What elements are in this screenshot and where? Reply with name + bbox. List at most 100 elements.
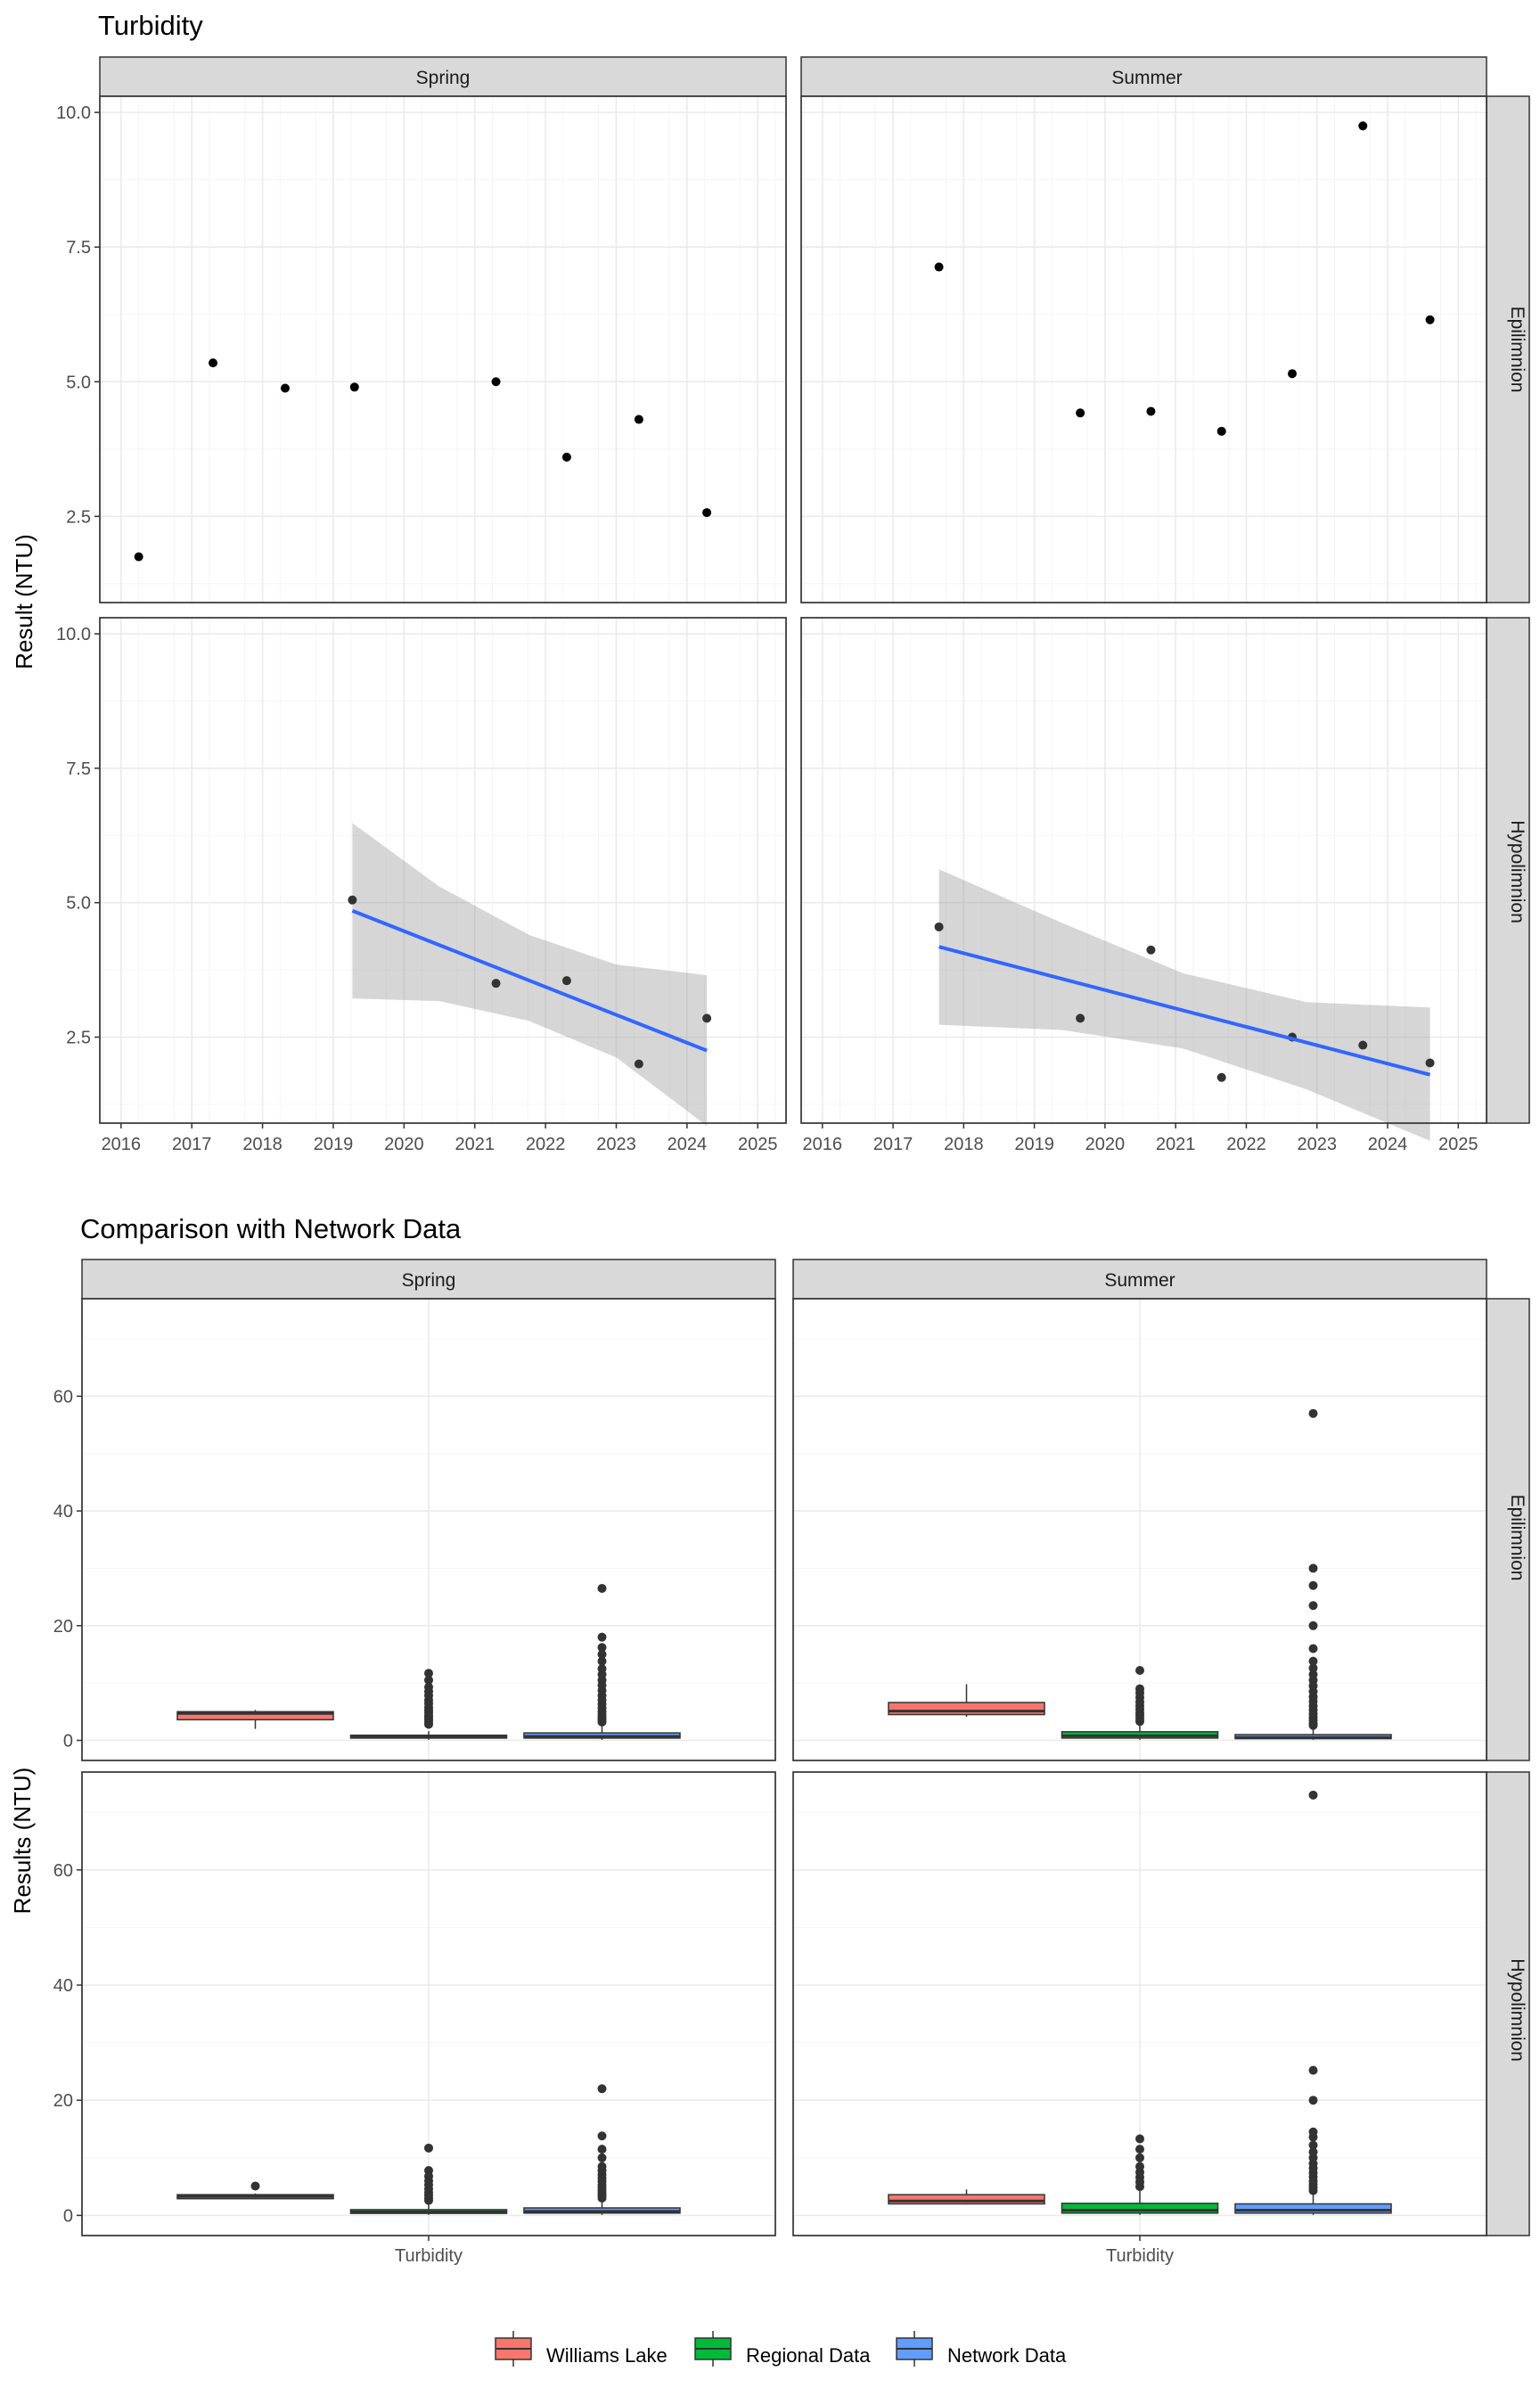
- chart2-spring-hypolimnion-y-tick-label: 20: [53, 2091, 73, 2111]
- chart1-spring-epilimnion-point-7: [702, 508, 712, 518]
- chart2-spring-hypolimnion-y-tick-label: 40: [53, 1976, 73, 1996]
- chart1-spring-hypolimnion-y-tick-label: 7.5: [66, 759, 91, 779]
- chart1-spring-hypolimnion-y-tick-label: 10.0: [56, 625, 91, 644]
- chart2-strip-spring: [81, 1259, 776, 1300]
- chart2-spring-epilimnion-panel-border: [81, 1298, 776, 1761]
- chart1-spring-hypolimnion-trend-line: [351, 908, 708, 1053]
- chart1-summer-epilimnion-panel-border: [800, 95, 1487, 603]
- chart1-spring-epilimnion-point-6: [634, 414, 643, 424]
- chart1-spring-hypolimnion-x-tick-label: 2016: [102, 1135, 142, 1154]
- chart2-spring-epilimnion-y-tick-label: 20: [53, 1617, 73, 1637]
- chart1-strip-spring: [99, 56, 787, 97]
- chart2-summer-hypolimnion-network-data-outlier-14: [1308, 2065, 1318, 2075]
- chart1-spring-epilimnion-point-0: [134, 552, 143, 562]
- chart1-spring-epilimnion-point-5: [561, 452, 571, 462]
- chart1-summer-hypolimnion-x-tick-label: 2023: [1297, 1135, 1337, 1154]
- chart2-spring-hypolimnion-y-tick-label: 0: [63, 2206, 73, 2226]
- chart2-spring-hypolimnion-williams-lake-outlier-0: [250, 2181, 260, 2191]
- chart1-spring-hypolimnion-x-tick-label: 2024: [668, 1135, 708, 1154]
- chart1-summer-hypolimnion-point-6: [1425, 1058, 1435, 1068]
- chart1-spring-hypolimnion-x-tick-label: 2020: [384, 1135, 424, 1154]
- chart2-x-tick-label-summer: Turbidity: [1106, 2246, 1174, 2266]
- chart2-summer-epilimnion-panel-border: [792, 1298, 1487, 1761]
- chart1-summer-hypolimnion-x-tick-label: 2025: [1438, 1135, 1479, 1154]
- chart1-summer-epilimnion-panel: [800, 95, 1487, 603]
- chart1-spring-hypolimnion-x-tick-label: 2023: [596, 1135, 636, 1154]
- chart1-spring-hypolimnion-x-tick-label: 2017: [172, 1135, 212, 1154]
- chart1-spring-epilimnion-point-2: [280, 383, 290, 393]
- chart2-summer-hypolimnion-panel: [792, 1771, 1487, 2241]
- chart1-summer-hypolimnion-x-tick-label: 2017: [873, 1135, 913, 1154]
- legend-label-regional-data: Regional Data: [746, 2344, 871, 2367]
- chart2-spring-epilimnion-panel: 0 20 40 60: [53, 1298, 776, 1761]
- chart1-summer-hypolimnion-point-3: [1216, 1072, 1226, 1082]
- chart1-summer-epilimnion-point-2: [1146, 406, 1156, 416]
- legend-key-network-data: [896, 2331, 933, 2367]
- chart2-summer-hypolimnion-network-data-box: [1234, 2203, 1392, 2214]
- chart1-title: Turbidity: [98, 10, 203, 41]
- chart2-plot-area: 0 20 40 60 0 20 40 60: [53, 1259, 1530, 2241]
- chart2-strip-summer: [792, 1259, 1487, 1300]
- chart2-spring-epilimnion-regional-data-outlier-13: [424, 1675, 433, 1685]
- chart1-summer-epilimnion-point-0: [934, 262, 944, 272]
- legend-key-regional-data: [694, 2331, 732, 2367]
- chart1-summer-epilimnion-panel-bg: [801, 96, 1487, 603]
- chart1-summer-epilimnion-point-6: [1425, 315, 1435, 324]
- chart2-spring-epilimnion-regional-data-outlier-12: [424, 1682, 433, 1692]
- chart1-spring-epilimnion-point-1: [209, 358, 218, 368]
- chart2-title: Comparison with Network Data: [80, 1213, 462, 1244]
- chart1-spring-hypolimnion-point-3: [634, 1059, 643, 1069]
- chart2-summer-hypolimnion-network-data-outlier-10: [1308, 2140, 1318, 2150]
- chart1-summer-hypolimnion-x-tick-label: 2020: [1085, 1135, 1126, 1154]
- chart1-spring-epilimnion-y-tick-label: 2.5: [66, 507, 91, 527]
- chart2-summer-hypolimnion-regional-data-outlier-5: [1135, 2153, 1144, 2162]
- chart2-summer-hypolimnion-network-data-outlier-12: [1308, 2127, 1318, 2137]
- legend-key-williams-lake: [495, 2331, 532, 2367]
- chart1-spring-hypolimnion-point-0: [348, 895, 357, 905]
- chart2-summer-epilimnion-network-data-outlier-15: [1308, 1644, 1318, 1653]
- chart1-summer-hypolimnion-point-2: [1146, 945, 1156, 955]
- chart1-summer-hypolimnion-panel-border: [800, 617, 1487, 1124]
- legend-label-williams-lake: Williams Lake: [546, 2344, 668, 2367]
- legend-label-network-data: Network Data: [947, 2344, 1067, 2367]
- chart1-summer-epilimnion-point-4: [1287, 369, 1297, 379]
- chart2-summer-epilimnion-williams-lake-box: [888, 1702, 1045, 1716]
- chart1-ylabel: Result (NTU): [11, 534, 37, 669]
- chart1-spring-hypolimnion-point-2: [561, 976, 571, 986]
- chart2-spring-epilimnion-y-tick-label: 40: [53, 1502, 73, 1522]
- chart1-spring-hypolimnion-panel: 2.5 5.0 7.5 10.0 2016 2017 2018 2019 2020 2021 202…: [56, 617, 787, 1154]
- chart2-summer-epilimnion-network-data-outlier-16: [1308, 1621, 1318, 1630]
- chart2-spring-epilimnion-network-data-outlier-15: [597, 1649, 607, 1659]
- chart2-summer-epilimnion-network-data-outlier-20: [1308, 1408, 1318, 1418]
- chart1-summer-hypolimnion-point-0: [934, 922, 944, 931]
- chart2-summer-epilimnion-network-data-outlier-12: [1308, 1670, 1318, 1679]
- chart2-summer-hypolimnion-regional-data-box: [1061, 2203, 1219, 2214]
- chart1-spring-hypolimnion-y-tick-label: 2.5: [66, 1028, 91, 1047]
- chart1-summer-hypolimnion-trend-line: [938, 945, 1431, 1077]
- chart2-spring-epilimnion-network-data-outlier-18: [597, 1583, 607, 1593]
- chart2-summer-hypolimnion-regional-data-outlier-6: [1135, 2145, 1144, 2154]
- chart1-strip-hypolimnion: [1486, 617, 1530, 1124]
- chart1-summer-hypolimnion-point-5: [1358, 1040, 1368, 1050]
- chart1-summer-hypolimnion-x-tick-label: 2019: [1014, 1135, 1054, 1154]
- chart1-spring-hypolimnion-y-tick-label: 5.0: [66, 894, 91, 914]
- chart2-spring-hypolimnion-network-data-outlier-12: [597, 2145, 607, 2154]
- chart1-spring-hypolimnion-x-tick-label: 2021: [455, 1135, 495, 1154]
- chart2-x-tick-label-spring: Turbidity: [395, 2246, 463, 2266]
- chart2-summer-hypolimnion-williams-lake-box: [888, 2194, 1045, 2205]
- chart1-summer-hypolimnion-x-tick-label: 2021: [1156, 1135, 1196, 1154]
- chart2-spring-epilimnion-network-data-outlier-17: [597, 1632, 607, 1642]
- chart1-spring-epilimnion-panel: 2.5 5.0 7.5 10.0: [56, 95, 787, 603]
- chart2-summer-epilimnion-network-data-outlier-13: [1308, 1663, 1318, 1673]
- chart1-strip-spring-label: Spring: [416, 68, 471, 88]
- chart1-spring-hypolimnion-x-tick-label: 2022: [526, 1135, 566, 1154]
- chart1-spring-epilimnion-point-4: [491, 377, 501, 387]
- chart2-spring-epilimnion-regional-data-outlier-14: [424, 1669, 433, 1678]
- chart2-summer-epilimnion-regional-data-outlier-10: [1135, 1665, 1144, 1675]
- chart1-strip-summer: [800, 56, 1487, 97]
- chart1-summer-hypolimnion-x-tick-label: 2018: [944, 1135, 984, 1154]
- chart1-spring-hypolimnion-x-tick-label: 2019: [314, 1135, 354, 1154]
- chart1-summer-hypolimnion-panel: 2016 2017 2018 2019 2020 2021 2022 2023 2024 2025: [800, 617, 1487, 1154]
